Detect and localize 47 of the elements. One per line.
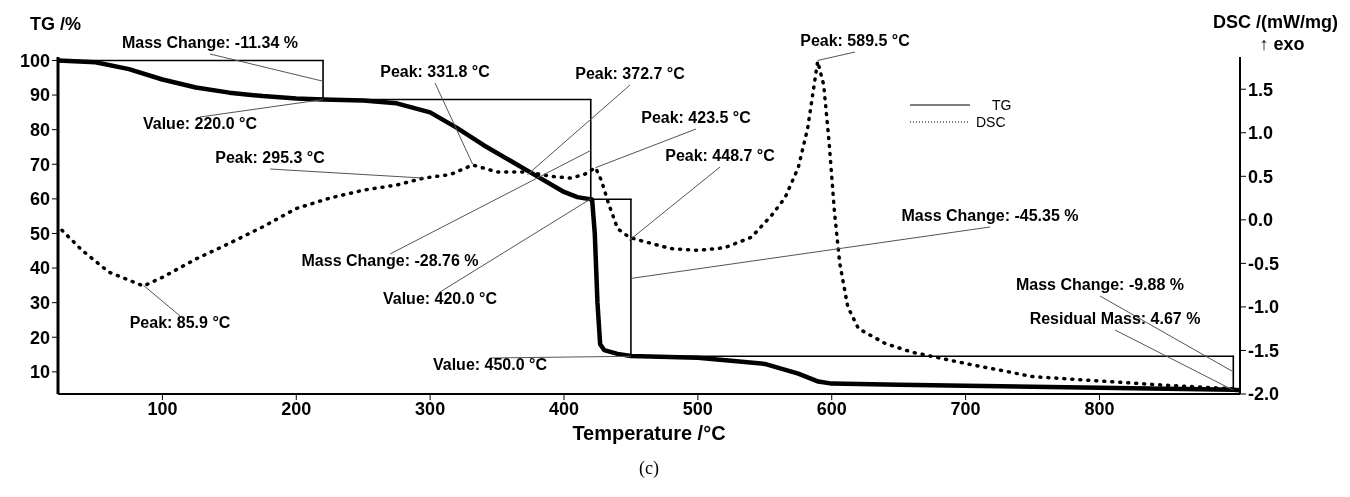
y-tick-label: 100 [19,50,50,71]
y2-tick-label: -1.0 [1248,297,1280,318]
y2-axis-title: DSC /(mW/mg) ↑ exo [1213,12,1338,54]
annotation: Mass Change: -11.34 % [121,34,299,51]
annotation: Mass Change: -28.76 % [301,252,479,269]
y-tick-label: 10 [29,362,50,383]
y2-tick-label: 0.5 [1248,166,1274,187]
y2-tick-label: -1.5 [1248,340,1280,361]
x-tick-label: 800 [1084,398,1115,419]
annotation: Peak: 85.9 °C [129,314,231,331]
y2-tick-label: 1.5 [1248,79,1274,100]
annotation: Residual Mass: 4.67 % [1029,310,1201,327]
annotation: Peak: 423.5 °C [641,109,752,126]
y-tick-label: 30 [29,293,50,314]
y-tick-label: 50 [29,223,50,244]
y-tick-label: 20 [29,327,50,348]
annotation: Value: 220.0 °C [142,115,258,132]
y-tick-label: 80 [29,120,50,141]
x-tick-label: 200 [281,398,312,419]
y-tick-label: 40 [29,258,50,279]
legend-label: TG [992,97,1012,113]
x-tick-label: 600 [816,398,847,419]
x-tick-label: 400 [548,398,580,419]
x-axis-title: Temperature /°C [572,422,726,444]
x-tick-label: 700 [950,398,981,419]
annotation: Peak: 589.5 °C [800,32,911,49]
annotation: Peak: 295.3 °C [215,149,326,166]
text: (c) [639,458,659,479]
y-tick-label: 70 [29,154,50,175]
x-tick-label: 500 [682,398,713,419]
annotation: Value: 450.0 °C [432,356,548,373]
x-tick-label: 300 [415,398,446,419]
y2-tick-label: -2.0 [1248,384,1280,405]
annotation: Mass Change: -45.35 % [901,207,1079,224]
legend-label: DSC [976,114,1006,130]
annotation: Peak: 372.7 °C [575,65,686,82]
y2-tick-label: 0.0 [1248,210,1274,231]
annotation: Mass Change: -9.88 % [1015,276,1185,293]
y-tick-label: 90 [29,85,50,106]
x-tick-label: 100 [147,398,178,419]
y2-tick-label: -0.5 [1248,253,1280,274]
y2-tick-label: 1.0 [1248,123,1274,144]
y-axis-title: TG /% [30,14,82,34]
annotation: Peak: 448.7 °C [665,147,776,164]
annotation: Peak: 331.8 °C [380,63,491,80]
y-tick-label: 60 [29,189,50,210]
annotation: Value: 420.0 °C [382,290,498,307]
